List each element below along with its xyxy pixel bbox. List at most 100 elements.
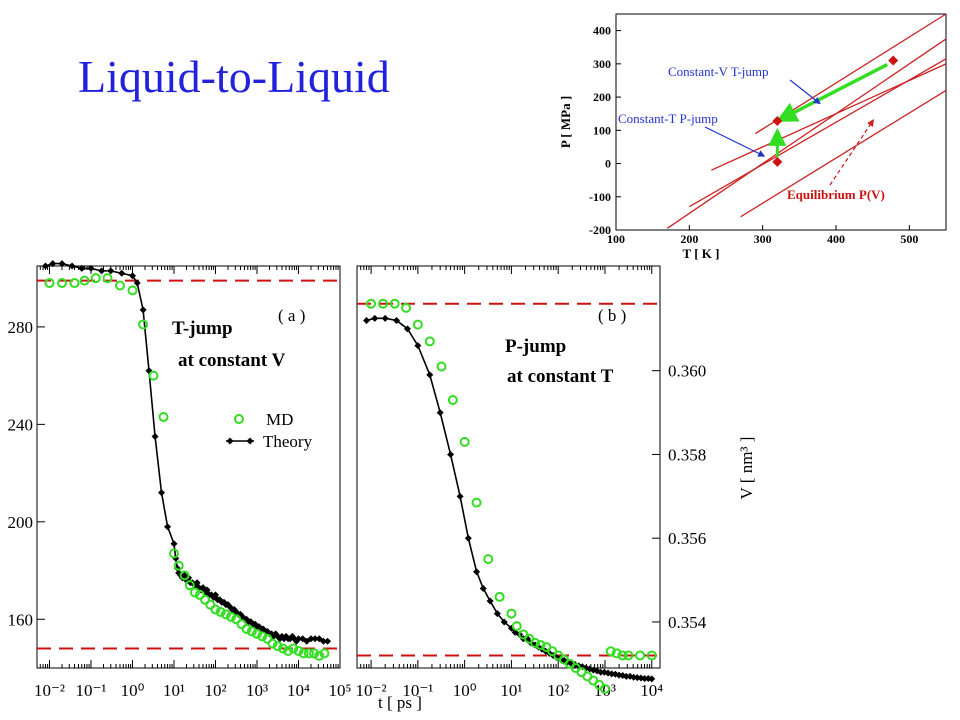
legend-theory-label: Theory <box>263 432 313 451</box>
panel-a-ytick-label: 160 <box>8 610 34 629</box>
panel-a-md-point <box>272 641 283 652</box>
panel-a-md-point <box>158 412 169 423</box>
panel-a-theory-point <box>319 637 327 645</box>
panel-b-theory-point <box>393 316 401 324</box>
panel-a-text-2: at constant V <box>178 350 286 371</box>
panel-a-md-point <box>115 280 126 291</box>
inset-xtick-label: 100 <box>607 232 625 246</box>
panel-b-md-point <box>599 683 610 694</box>
inset-ytick-label: 300 <box>593 57 611 71</box>
panel-b-md-point <box>530 637 541 648</box>
inset-chart: 100 200 300 400 500 -200 -100 0 100 200 300 400 T [ … <box>558 13 947 261</box>
panel-a-xtick-label: 10¹ <box>163 681 185 700</box>
inset-frame <box>615 13 947 231</box>
panel-a-theory-point <box>311 635 319 643</box>
panel-b-label: ( b ) <box>598 306 626 325</box>
panel-b-md-point <box>511 621 522 632</box>
panel-b-md-point <box>447 395 458 405</box>
panel-a-theory-point <box>307 635 315 643</box>
panel-b-text-2: at constant T <box>507 366 614 387</box>
inset-ytick-label: -200 <box>589 223 611 237</box>
panel-a-md-point <box>267 638 278 649</box>
panel-a-theory-point <box>78 264 86 272</box>
panel-a-theory-point <box>87 264 95 272</box>
panel-b-xtick-label: 10⁻² <box>356 681 387 700</box>
panel-a-md-point <box>127 285 138 296</box>
panel-a-theory-point <box>203 586 211 594</box>
panel-a-md-point <box>69 278 80 289</box>
isochore-line-4 <box>754 13 947 135</box>
state-point-2 <box>772 156 783 167</box>
panel-b-ytick-label: 0.358 <box>668 445 706 464</box>
panel-b-ytick-label: 0.354 <box>668 613 707 632</box>
state-point-1 <box>772 116 783 127</box>
panel-a-theory-point <box>107 267 115 275</box>
inset-xtick-label: 400 <box>827 232 845 246</box>
state-point-0 <box>888 55 899 66</box>
panel-a-xtick-label: 10² <box>204 681 226 700</box>
panel-a-md-point <box>148 370 159 381</box>
panel-b-theory-point <box>493 610 501 618</box>
annotation-constant-t: Constant-T P-jump <box>618 111 718 126</box>
panel-b-theory-point <box>456 492 464 500</box>
panel-b-md-point <box>412 319 423 330</box>
panel-a-theory-point <box>170 540 178 548</box>
panel-b-theory-point <box>447 450 455 458</box>
panel-a-md-point <box>205 599 216 610</box>
inset-ytick-label: 400 <box>593 24 611 38</box>
panel-a-md-point <box>168 548 179 559</box>
panel-a-ytick-label: 200 <box>8 513 34 532</box>
panel-b-chart: 10⁻² 10⁻¹ 10⁰ 10¹ 10² 10³ 10⁴ 0.354 0.356 0.358 0.… <box>356 265 756 712</box>
inset-xtick-label: 200 <box>680 232 698 246</box>
panel-b-md-point <box>366 298 377 309</box>
panel-a-xtick-label: 10³ <box>246 681 268 700</box>
panel-a-md-point <box>215 606 226 617</box>
panel-b-md-point <box>401 302 412 313</box>
inset-ylabel: P [ MPa ] <box>558 96 573 148</box>
panel-b-md-point <box>605 646 616 657</box>
panel-a-md-point <box>184 580 195 591</box>
panel-a-theory-point <box>164 523 172 531</box>
isochore-line-0 <box>740 89 947 218</box>
panel-a-md-point <box>262 633 273 644</box>
legend-theory-marker <box>246 437 254 445</box>
panel-a-md-point <box>138 319 149 330</box>
panel-a-md-point <box>309 648 320 659</box>
panel-b-theory-point <box>597 668 605 676</box>
panel-b-xtick-label: 10³ <box>594 681 616 700</box>
panel-a-xtick-label: 10⁻¹ <box>75 681 106 700</box>
panel-a-md-point <box>303 648 314 659</box>
panel-a-md-point <box>283 645 294 656</box>
panel-b-xtick-label: 10⁻¹ <box>402 681 433 700</box>
panel-a-ytick-label: 280 <box>8 318 34 337</box>
panel-a-theory-point <box>211 591 219 599</box>
panel-a-md-point <box>241 624 252 635</box>
panel-b-xtick-label: 10⁴ <box>640 681 663 700</box>
panel-b-md-point <box>646 650 657 661</box>
panel-b-md-point <box>471 497 482 508</box>
panel-b-theory-point <box>479 584 487 592</box>
panel-b-xtick-label: 10⁰ <box>453 681 477 700</box>
panel-b-theory-point <box>403 325 411 333</box>
panel-a-label: ( a ) <box>278 306 305 325</box>
panel-b-theory-point <box>622 672 630 680</box>
panel-b-ylabel: V [ nm³ ] <box>737 437 756 500</box>
panel-a-md-point <box>194 589 205 600</box>
panel-b-theory-point <box>381 314 389 322</box>
panel-b-theory-point <box>500 618 508 626</box>
panel-b-theory-point <box>363 316 371 324</box>
panel-b-md-point <box>378 298 389 309</box>
panel-a-md-point <box>210 604 221 615</box>
shared-xlabel: t [ ps ] <box>378 693 422 712</box>
panel-a-md-point <box>56 278 67 289</box>
panel-a-md-point <box>288 643 299 654</box>
panel-a-theory-point <box>133 279 141 287</box>
panel-a-theory-point <box>118 269 126 277</box>
panel-b-text-1: P-jump <box>505 336 566 357</box>
panel-b-theory-point <box>414 342 422 350</box>
panel-b-md-point <box>436 361 447 372</box>
isochore-line-3 <box>666 38 947 229</box>
panel-b-md-point <box>535 639 546 650</box>
panel-a-xtick-label: 10⁴ <box>287 681 310 700</box>
panel-a-md-point <box>251 628 262 639</box>
